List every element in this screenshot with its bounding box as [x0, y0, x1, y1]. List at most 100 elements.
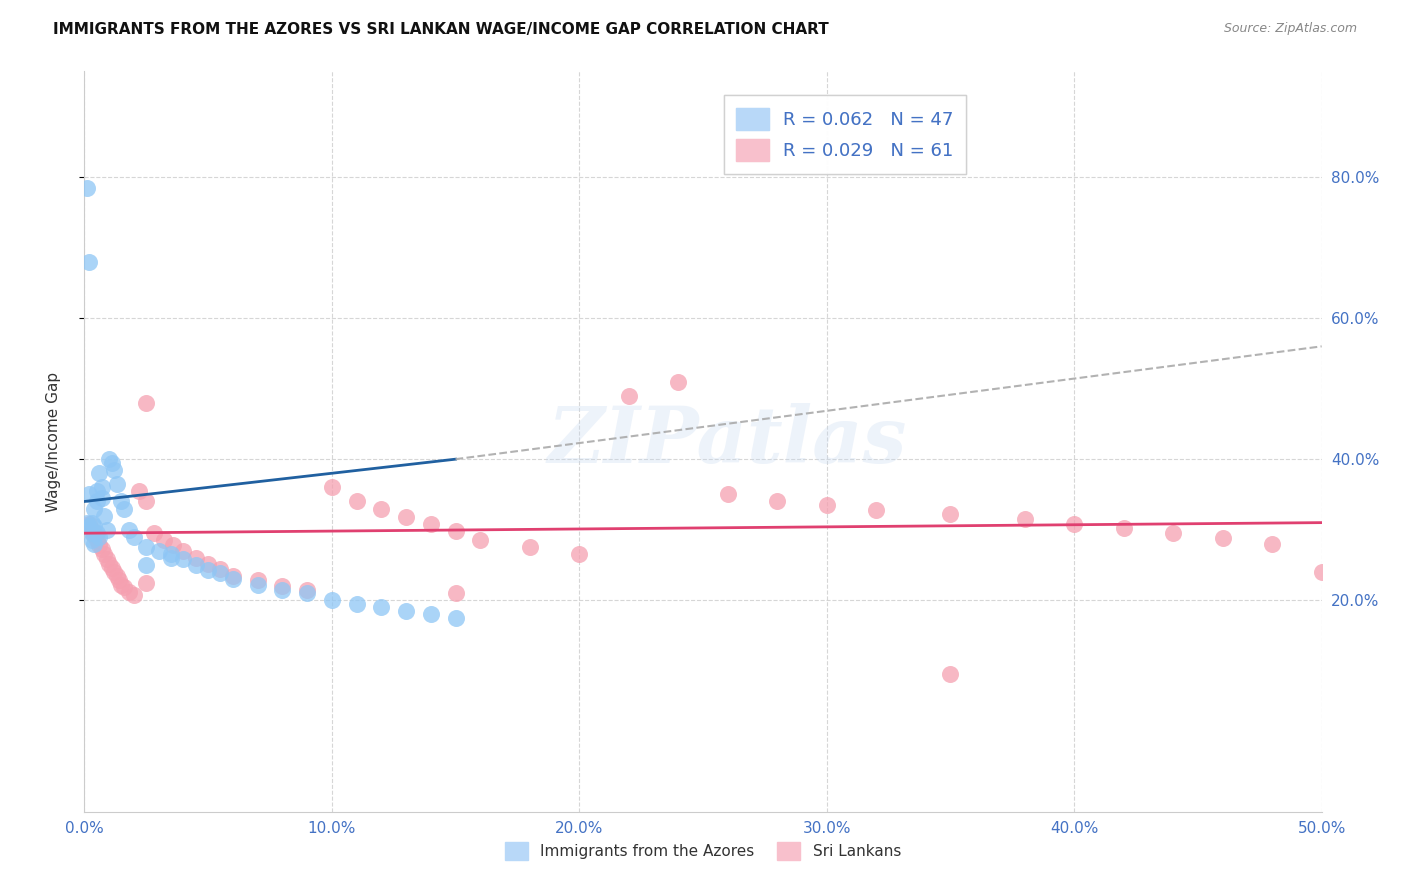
Point	[135, 575, 157, 590]
Point	[96, 523, 118, 537]
Point	[80, 533, 103, 548]
Point	[395, 510, 418, 524]
Point	[939, 667, 962, 681]
Point	[135, 541, 157, 555]
Point	[184, 550, 207, 565]
Point	[103, 565, 125, 579]
Point	[79, 254, 101, 268]
Point	[112, 581, 135, 595]
Point	[76, 180, 98, 194]
Point	[105, 476, 128, 491]
Point	[90, 491, 112, 505]
Point	[128, 483, 150, 498]
Text: Source: ZipAtlas.com: Source: ZipAtlas.com	[1223, 22, 1357, 36]
Point	[815, 498, 838, 512]
Point	[83, 519, 105, 533]
Point	[86, 483, 108, 498]
Point	[103, 463, 125, 477]
Point	[1261, 537, 1284, 551]
Point	[346, 494, 368, 508]
Point	[1112, 521, 1135, 535]
Point	[568, 547, 591, 561]
Point	[108, 574, 131, 588]
Legend: R = 0.062   N = 47, R = 0.029   N = 61: R = 0.062 N = 47, R = 0.029 N = 61	[724, 95, 966, 174]
Point	[118, 584, 141, 599]
Point	[209, 562, 232, 576]
Point	[160, 547, 183, 561]
Point	[222, 572, 245, 586]
Point	[98, 557, 121, 571]
Y-axis label: Wage/Income Gap: Wage/Income Gap	[46, 371, 60, 512]
Point	[135, 494, 157, 508]
Point	[666, 375, 689, 389]
Point	[122, 530, 145, 544]
Point	[222, 568, 245, 582]
Point	[89, 530, 111, 544]
Point	[617, 389, 640, 403]
Point	[370, 600, 392, 615]
Point	[83, 501, 105, 516]
Point	[1063, 516, 1085, 531]
Point	[519, 541, 541, 555]
Point	[395, 604, 418, 618]
Point	[86, 494, 108, 508]
Point	[766, 494, 789, 508]
Point	[160, 550, 183, 565]
Point	[89, 538, 111, 552]
Point	[197, 557, 219, 571]
Point	[76, 516, 98, 530]
Point	[470, 533, 492, 548]
Point	[865, 503, 887, 517]
Point	[135, 396, 157, 410]
Point	[246, 574, 269, 588]
Point	[152, 533, 174, 548]
Point	[90, 542, 112, 557]
Point	[93, 508, 115, 523]
Point	[110, 577, 132, 591]
Point	[148, 544, 170, 558]
Point	[419, 516, 441, 531]
Point	[96, 552, 118, 566]
Point	[79, 516, 101, 531]
Point	[1212, 531, 1234, 545]
Point	[86, 526, 108, 541]
Point	[79, 487, 101, 501]
Point	[118, 523, 141, 537]
Point	[1014, 512, 1036, 526]
Point	[98, 452, 121, 467]
Point	[346, 597, 368, 611]
Point	[444, 586, 467, 600]
Point	[86, 533, 108, 548]
Point	[135, 558, 157, 572]
Point	[1310, 565, 1333, 579]
Point	[295, 582, 318, 597]
Point	[112, 501, 135, 516]
Point	[444, 611, 467, 625]
Point	[122, 588, 145, 602]
Point	[90, 480, 112, 494]
Point	[419, 607, 441, 622]
Point	[295, 586, 318, 600]
Point	[444, 524, 467, 538]
Point	[370, 501, 392, 516]
Point	[172, 544, 194, 558]
Point	[83, 537, 105, 551]
Point	[89, 467, 111, 481]
Point	[142, 526, 165, 541]
Point	[100, 561, 122, 575]
Point	[321, 593, 343, 607]
Point	[80, 526, 103, 541]
Point	[110, 494, 132, 508]
Point	[939, 507, 962, 521]
Point	[271, 582, 294, 597]
Point	[83, 528, 105, 542]
Text: IMMIGRANTS FROM THE AZORES VS SRI LANKAN WAGE/INCOME GAP CORRELATION CHART: IMMIGRANTS FROM THE AZORES VS SRI LANKAN…	[53, 22, 830, 37]
Point	[184, 558, 207, 572]
Point	[80, 523, 103, 537]
Point	[162, 538, 184, 552]
Legend: Immigrants from the Azores, Sri Lankans: Immigrants from the Azores, Sri Lankans	[499, 836, 907, 866]
Point	[172, 552, 194, 566]
Point	[105, 568, 128, 582]
Point	[1161, 526, 1184, 541]
Point	[717, 487, 740, 501]
